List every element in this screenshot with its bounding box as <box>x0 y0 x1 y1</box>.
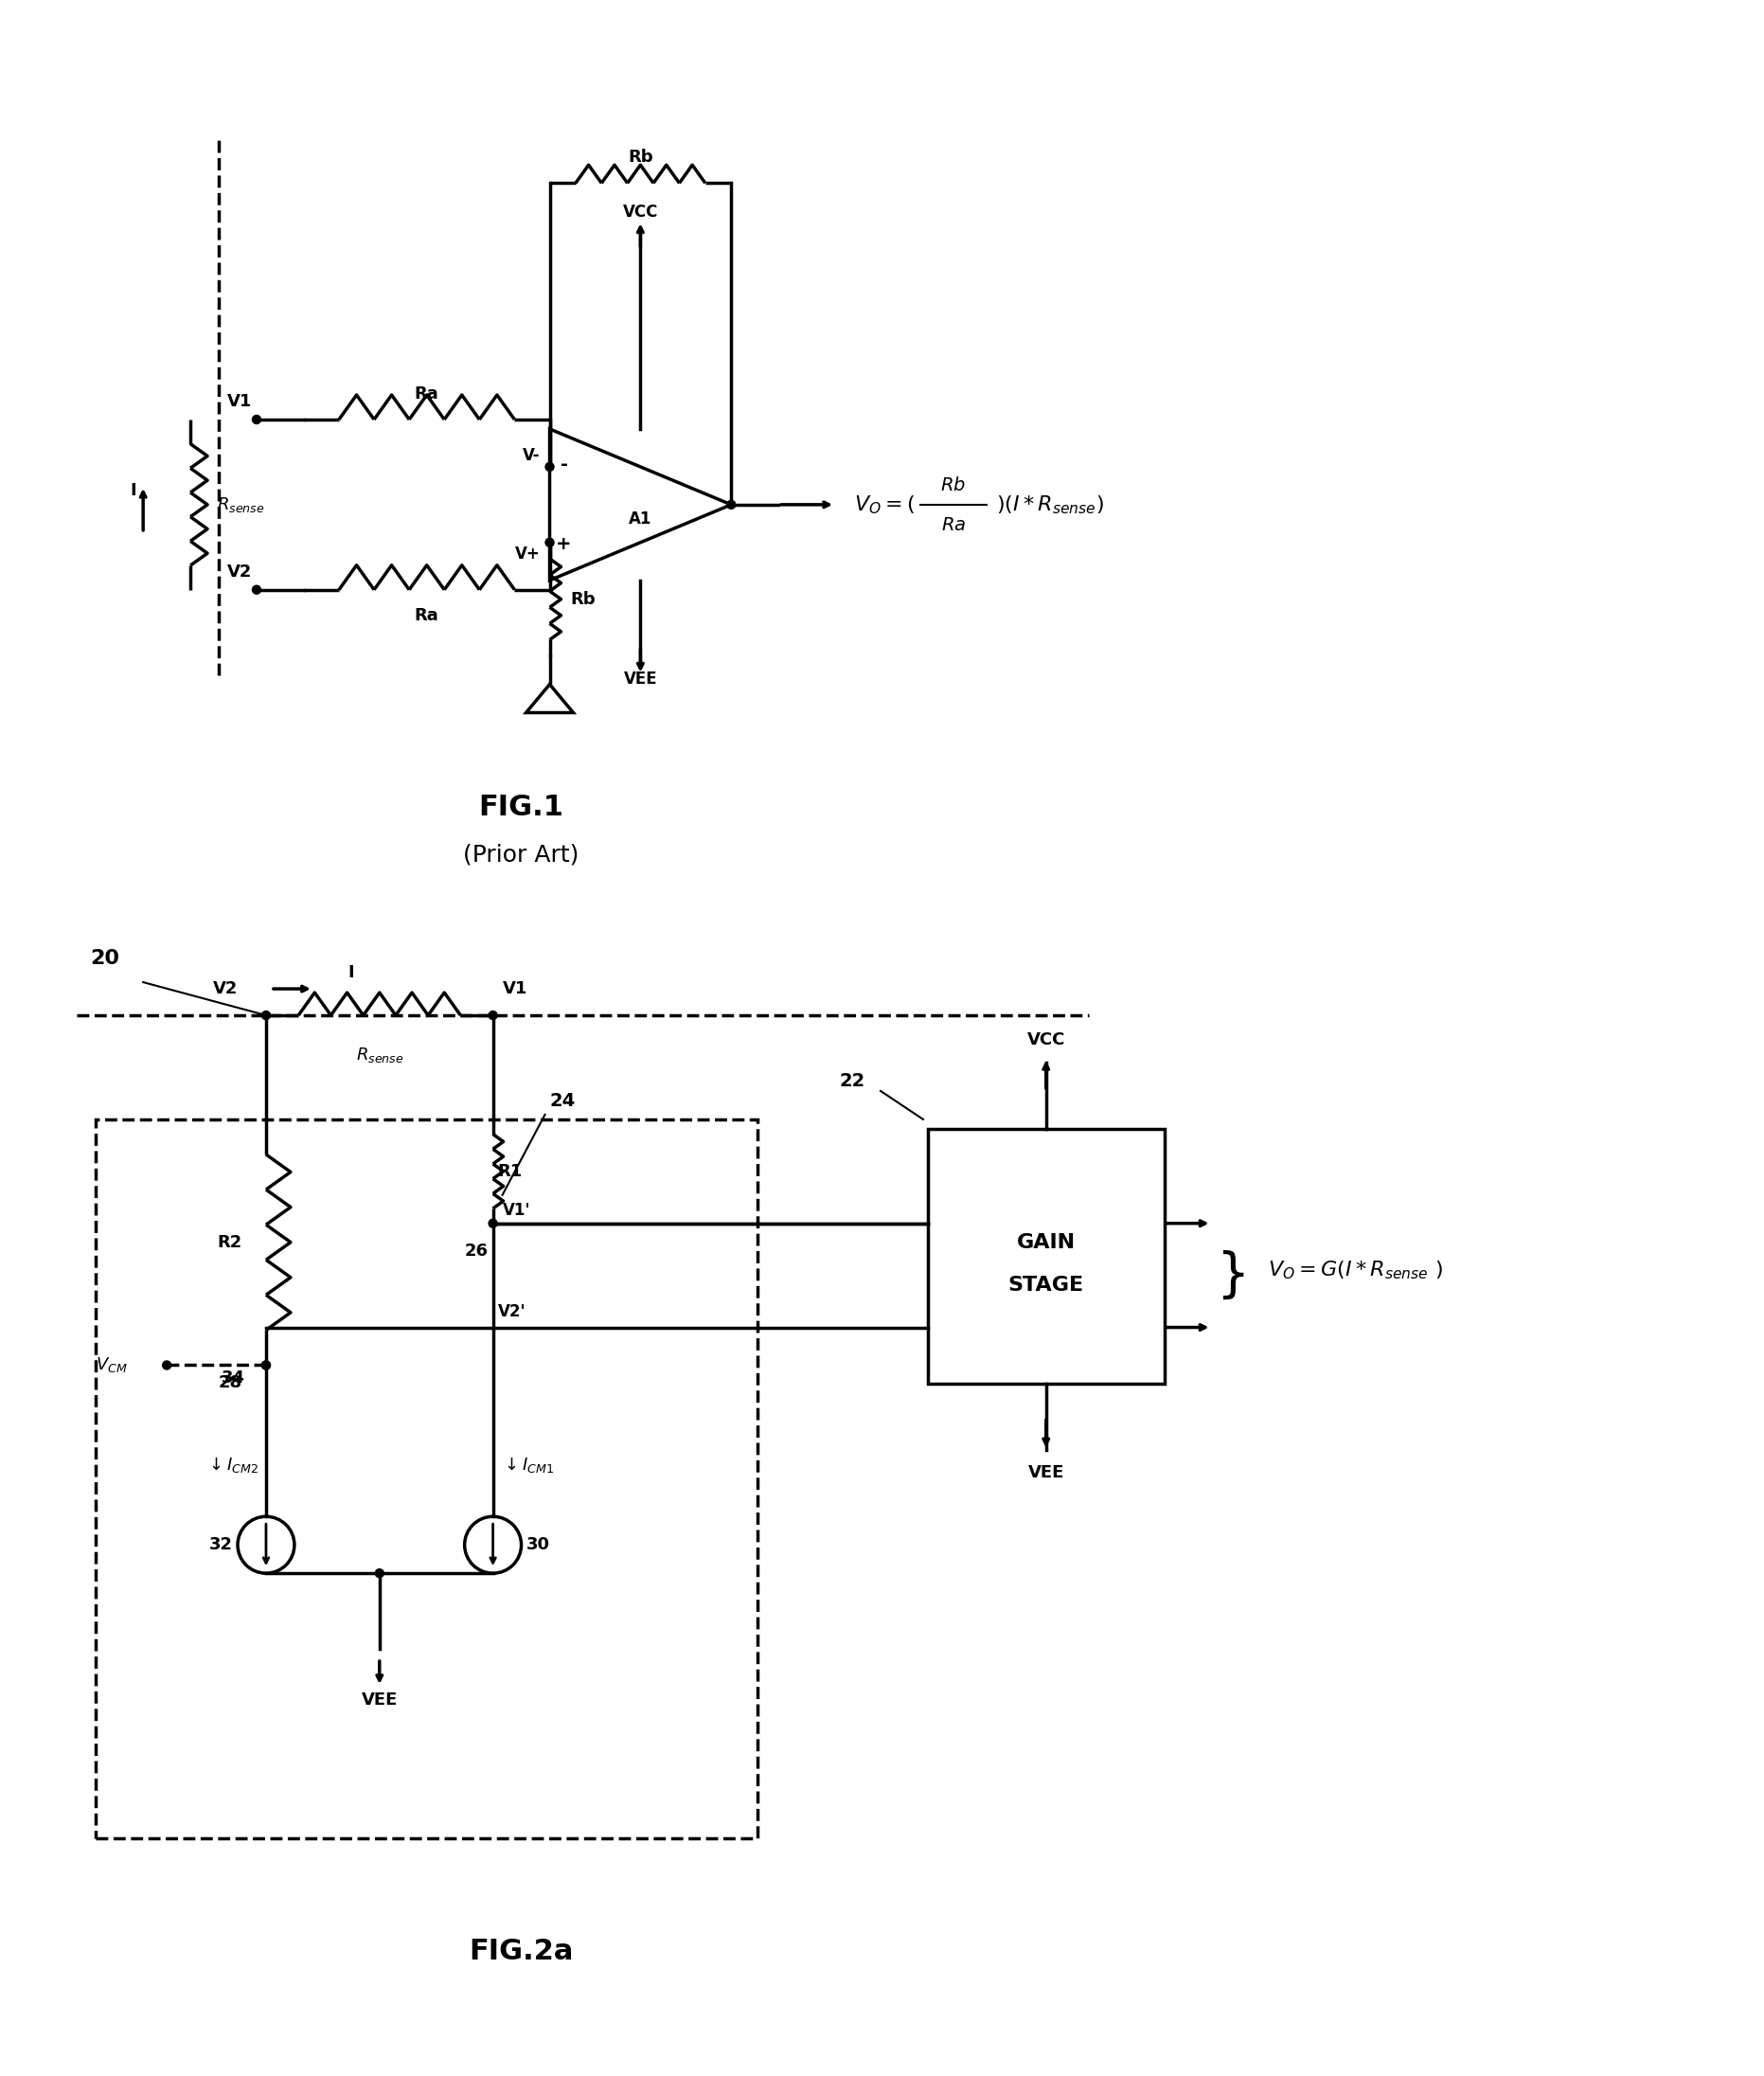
Text: R1: R1 <box>497 1163 522 1179</box>
Text: 26: 26 <box>464 1241 489 1260</box>
Text: $Rb$: $Rb$ <box>940 477 967 494</box>
Text: $V_{CM}$: $V_{CM}$ <box>95 1356 127 1374</box>
Circle shape <box>489 1219 497 1227</box>
Text: 20: 20 <box>90 949 120 967</box>
Text: Rb: Rb <box>628 149 653 166</box>
Circle shape <box>261 1011 270 1019</box>
Text: VEE: VEE <box>1028 1464 1064 1482</box>
Text: Ra: Ra <box>415 386 439 403</box>
Text: 34: 34 <box>222 1370 245 1387</box>
Text: I: I <box>131 482 138 498</box>
Text: }: } <box>1215 1250 1249 1302</box>
Text: $R_{sense}$: $R_{sense}$ <box>217 496 265 515</box>
Text: V+: V+ <box>515 546 540 563</box>
Text: V1: V1 <box>503 980 527 996</box>
Circle shape <box>545 538 554 546</box>
Circle shape <box>727 500 736 509</box>
Text: $)(I * R_{sense})$: $)(I * R_{sense})$ <box>997 494 1104 515</box>
Text: +: + <box>556 536 572 554</box>
Text: V2: V2 <box>213 980 238 996</box>
Text: V-: V- <box>522 446 540 465</box>
Text: $V_O = ($: $V_O = ($ <box>854 494 916 515</box>
Text: V1': V1' <box>503 1202 531 1219</box>
Text: FIG.2a: FIG.2a <box>469 1937 573 1966</box>
Circle shape <box>261 1362 270 1370</box>
Text: R2: R2 <box>217 1233 242 1250</box>
Text: VCC: VCC <box>623 203 658 220</box>
Text: (Prior Art): (Prior Art) <box>464 843 579 866</box>
Circle shape <box>252 585 261 594</box>
Circle shape <box>376 1569 385 1578</box>
Text: $\downarrow I_{CM2}$: $\downarrow I_{CM2}$ <box>206 1455 259 1474</box>
Text: -: - <box>559 457 568 473</box>
Circle shape <box>162 1362 171 1370</box>
Text: Rb: Rb <box>570 592 596 608</box>
Circle shape <box>261 1362 270 1370</box>
Text: V2': V2' <box>497 1304 526 1320</box>
Text: STAGE: STAGE <box>1007 1275 1083 1293</box>
Text: FIG.1: FIG.1 <box>478 793 564 820</box>
Text: VCC: VCC <box>1027 1032 1065 1048</box>
Text: 30: 30 <box>526 1536 550 1553</box>
Text: $Ra$: $Ra$ <box>940 517 967 534</box>
Text: $V_O = G( I * R_{sense}\ )$: $V_O = G( I * R_{sense}\ )$ <box>1268 1260 1443 1281</box>
Text: VEE: VEE <box>362 1692 397 1709</box>
Text: 22: 22 <box>840 1073 864 1090</box>
Text: V1: V1 <box>228 392 252 411</box>
Text: 24: 24 <box>550 1092 575 1111</box>
Text: $R_{sense}$: $R_{sense}$ <box>356 1046 404 1065</box>
Circle shape <box>252 415 261 424</box>
Text: GAIN: GAIN <box>1016 1233 1076 1252</box>
Text: VEE: VEE <box>623 671 658 687</box>
Text: $\downarrow I_{CM1}$: $\downarrow I_{CM1}$ <box>501 1455 554 1474</box>
Text: I: I <box>348 963 355 982</box>
Text: A1: A1 <box>630 511 653 527</box>
Text: Ra: Ra <box>415 606 439 623</box>
Text: V2: V2 <box>228 563 252 581</box>
Text: 28: 28 <box>219 1374 242 1391</box>
Text: 32: 32 <box>210 1536 233 1553</box>
Circle shape <box>545 463 554 471</box>
Circle shape <box>489 1011 497 1019</box>
